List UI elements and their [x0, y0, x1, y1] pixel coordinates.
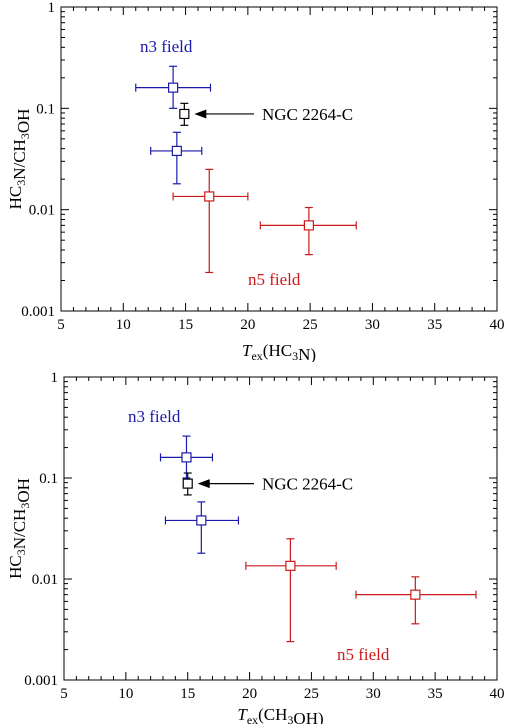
ngc-2264-c-label: NGC 2264-C [262, 105, 353, 124]
x-tick-label: 35 [428, 686, 443, 702]
ngc-arrow-head [194, 109, 207, 119]
data-point-n3 [150, 131, 203, 185]
x-tick-label: 30 [366, 686, 381, 702]
data-point-n5 [355, 576, 477, 625]
y-tick-label: 0.01 [32, 572, 58, 588]
chart-top: 5 10 15 20 25 30 35 40 0.001 0.01 0.1 1 HC3N/CH3OH Te… [6, 0, 505, 362]
data-point-n5 [245, 538, 337, 643]
n5-field-label: n5 field [337, 645, 390, 664]
x-tick-label: 30 [365, 317, 380, 333]
x-tick-label: 35 [427, 317, 442, 333]
data-point-n3 [164, 501, 240, 554]
y-axis-label: HC3N/CH3OH [6, 109, 33, 210]
data-point-n5 [172, 168, 249, 274]
y-tick-label: 0.001 [21, 304, 55, 320]
square-marker [196, 515, 207, 526]
y-tick-label: 0.1 [36, 101, 55, 117]
chart-panel-top: 5 10 15 20 25 30 35 40 0.001 0.01 0.1 1 HC3N/CH3OH Te… [6, 0, 505, 362]
plot-frame [60, 6, 498, 312]
square-marker [303, 220, 314, 231]
square-marker [410, 589, 421, 600]
x-tick-label: 25 [303, 317, 318, 333]
x-tick-label: 40 [490, 686, 505, 702]
plot-frame [63, 376, 498, 681]
x-tick-label: 25 [304, 686, 319, 702]
square-marker [204, 191, 215, 202]
y-tick-label: 0.001 [24, 673, 58, 689]
x-axis-label: Tex(CH3OH) [237, 705, 323, 724]
n5-field-label: n5 field [248, 270, 301, 289]
x-tick-label: 10 [118, 686, 133, 702]
square-marker [182, 478, 193, 489]
y-tick-label: 1 [48, 0, 56, 16]
data-point-ngc [182, 472, 193, 496]
square-marker [171, 145, 182, 157]
x-tick-label: 5 [57, 317, 65, 333]
n3-field-label: n3 field [140, 37, 193, 56]
data-point-ngc [179, 102, 190, 126]
data-point-n3 [135, 65, 212, 109]
x-tick-label: 5 [60, 686, 68, 702]
data-point-n3 [159, 435, 214, 479]
square-marker [168, 82, 179, 93]
chart-bottom: 5 10 15 20 25 30 35 40 0.001 0.01 0.1 1 HC3N/CH3OH Te… [6, 370, 505, 724]
ngc-arrow-head [197, 479, 210, 489]
chart-panel-bottom: 5 10 15 20 25 30 35 40 0.001 0.01 0.1 1 HC3N/CH3OH Te… [0, 362, 520, 724]
x-tick-label: 20 [240, 317, 255, 333]
x-tick-label: 15 [178, 317, 193, 333]
square-marker [181, 452, 192, 463]
ngc-2264-c-label: NGC 2264-C [262, 475, 353, 494]
data-point-n5 [259, 206, 357, 256]
x-tick-label: 20 [242, 686, 257, 702]
y-axis-label: HC3N/CH3OH [6, 478, 33, 579]
square-marker [285, 560, 296, 571]
y-tick-label: 0.01 [29, 203, 55, 219]
x-tick-label: 15 [180, 686, 195, 702]
x-tick-label: 10 [116, 317, 131, 333]
x-axis-label: Tex(HC3N) [242, 341, 316, 362]
square-marker [179, 108, 190, 120]
n3-field-label: n3 field [128, 407, 181, 426]
y-tick-label: 1 [51, 370, 59, 386]
y-tick-label: 0.1 [39, 471, 58, 487]
x-tick-label: 40 [490, 317, 505, 333]
